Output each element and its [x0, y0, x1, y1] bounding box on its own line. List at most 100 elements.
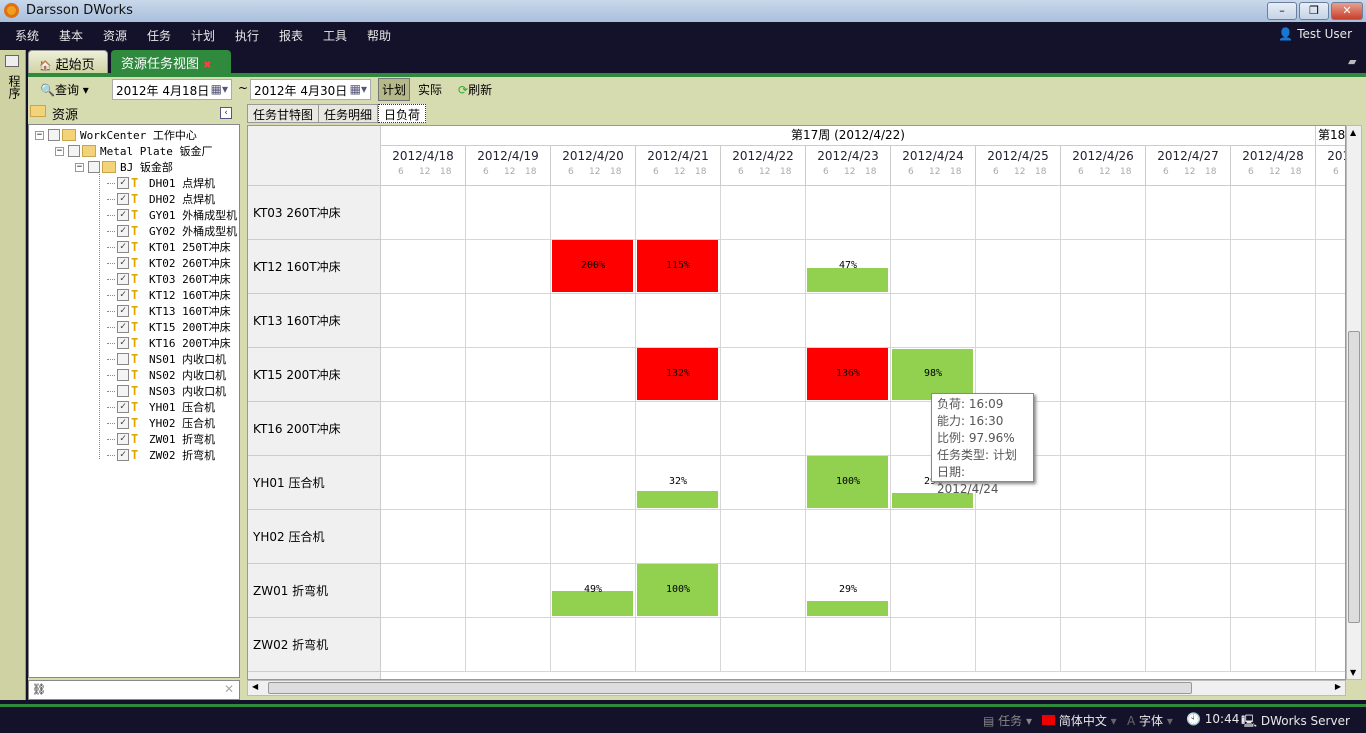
- tree-checkbox[interactable]: ✓: [117, 241, 129, 253]
- load-bar[interactable]: [807, 456, 888, 508]
- start-date-picker[interactable]: 2012年 4月18日 ▦▾: [112, 79, 232, 100]
- tree-node[interactable]: ✓ T GY01 外桶成型机: [107, 207, 237, 223]
- load-bar[interactable]: [552, 590, 633, 616]
- load-cell[interactable]: [1316, 240, 1345, 294]
- font-selector[interactable]: A 字体 ▾: [1127, 714, 1173, 728]
- horizontal-scroll-thumb[interactable]: [268, 682, 1192, 694]
- load-bar[interactable]: [892, 349, 973, 400]
- scroll-down-icon[interactable]: ▼: [1350, 668, 1357, 677]
- load-cell[interactable]: [636, 402, 721, 456]
- subtab-daily-load[interactable]: 日负荷: [378, 104, 427, 123]
- tree-node[interactable]: ✓ T ZW01 折弯机: [107, 431, 215, 447]
- load-cell[interactable]: [806, 618, 891, 672]
- load-cell[interactable]: [976, 240, 1061, 294]
- load-cell[interactable]: [721, 348, 806, 402]
- load-cell[interactable]: [466, 618, 551, 672]
- load-cell[interactable]: [551, 186, 636, 240]
- tree-checkbox[interactable]: ✓: [117, 337, 129, 349]
- tree-node[interactable]: T NS02 内收口机: [107, 367, 226, 383]
- load-cell[interactable]: [381, 510, 466, 564]
- menu-item[interactable]: 帮助: [367, 29, 392, 43]
- calendar-dropdown-icon[interactable]: ▦▾: [349, 82, 367, 96]
- menu-item[interactable]: 基本: [59, 29, 84, 43]
- load-cell[interactable]: [636, 510, 721, 564]
- scroll-right-icon[interactable]: ▶: [1334, 682, 1341, 691]
- tree-checkbox[interactable]: ✓: [117, 273, 129, 285]
- collapse-icon[interactable]: −: [55, 145, 64, 156]
- tree-node[interactable]: ✓ T KT03 260T冲床: [107, 271, 231, 287]
- load-cell[interactable]: 98%: [891, 348, 976, 402]
- load-cell[interactable]: [721, 294, 806, 348]
- close-button[interactable]: ✕: [1331, 2, 1363, 20]
- load-cell[interactable]: [1146, 456, 1231, 510]
- load-cell[interactable]: [1146, 186, 1231, 240]
- menu-item[interactable]: 资源: [103, 29, 128, 43]
- program-sidebar[interactable]: 程序: [0, 50, 26, 700]
- load-cell[interactable]: 100%: [806, 456, 891, 510]
- load-cell[interactable]: [1231, 564, 1316, 618]
- load-cell[interactable]: [891, 186, 976, 240]
- load-cell[interactable]: 47%: [806, 240, 891, 294]
- load-bar[interactable]: [807, 348, 888, 400]
- tree-checkbox[interactable]: [117, 353, 129, 365]
- load-cell[interactable]: [1231, 294, 1316, 348]
- load-cell[interactable]: [891, 564, 976, 618]
- tree-checkbox[interactable]: [48, 129, 60, 141]
- load-cell[interactable]: [976, 294, 1061, 348]
- load-cell[interactable]: [466, 240, 551, 294]
- load-cell[interactable]: [976, 564, 1061, 618]
- load-cell[interactable]: [381, 186, 466, 240]
- load-cell[interactable]: [891, 240, 976, 294]
- load-bar[interactable]: [892, 492, 973, 508]
- load-cell[interactable]: 132%: [636, 348, 721, 402]
- tree-node[interactable]: T NS03 内收口机: [107, 383, 226, 399]
- load-cell[interactable]: [381, 402, 466, 456]
- menu-item[interactable]: 工具: [323, 29, 348, 43]
- menu-item[interactable]: 系统: [15, 29, 40, 43]
- load-cell[interactable]: [466, 186, 551, 240]
- vertical-scrollbar[interactable]: ▲ ▼: [1346, 125, 1362, 680]
- collapse-icon[interactable]: −: [35, 129, 44, 140]
- load-cell[interactable]: [466, 456, 551, 510]
- clear-search-icon[interactable]: ✕: [223, 682, 234, 696]
- tree-checkbox[interactable]: [117, 369, 129, 381]
- tab-close-icon[interactable]: ✖: [203, 60, 212, 71]
- collapse-panel-button[interactable]: ‹: [220, 107, 232, 119]
- tree-checkbox[interactable]: ✓: [117, 321, 129, 333]
- calendar-dropdown-icon[interactable]: ▦▾: [210, 82, 228, 96]
- maximize-button[interactable]: ❐: [1299, 2, 1329, 20]
- tree-node[interactable]: ✓ T GY02 外桶成型机: [107, 223, 237, 239]
- load-cell[interactable]: [636, 186, 721, 240]
- tasks-status[interactable]: ▤ 任务 ▾: [983, 714, 1033, 728]
- load-cell[interactable]: [381, 240, 466, 294]
- load-cell[interactable]: [466, 564, 551, 618]
- load-cell[interactable]: [721, 564, 806, 618]
- load-cell[interactable]: [381, 456, 466, 510]
- load-cell[interactable]: [1061, 294, 1146, 348]
- load-cell[interactable]: [721, 240, 806, 294]
- menu-item[interactable]: 任务: [147, 29, 172, 43]
- load-bar[interactable]: [807, 267, 888, 292]
- tree-node[interactable]: ✓ T KT02 260T冲床: [107, 255, 231, 271]
- load-cell[interactable]: [1231, 618, 1316, 672]
- load-cell[interactable]: 32%: [636, 456, 721, 510]
- tree-checkbox[interactable]: ✓: [117, 193, 129, 205]
- load-cell[interactable]: [1231, 348, 1316, 402]
- tree-node[interactable]: ✓ T KT01 250T冲床: [107, 239, 231, 255]
- load-cell[interactable]: [1061, 456, 1146, 510]
- load-cell[interactable]: [891, 618, 976, 672]
- subtab-gantt[interactable]: 任务甘特图: [247, 104, 320, 123]
- load-cell[interactable]: [551, 294, 636, 348]
- load-cell[interactable]: [721, 456, 806, 510]
- load-cell[interactable]: [1061, 564, 1146, 618]
- load-cell[interactable]: [806, 294, 891, 348]
- load-cell[interactable]: 29%: [806, 564, 891, 618]
- load-cell[interactable]: [976, 456, 1061, 510]
- subtab-task-detail[interactable]: 任务明细: [318, 104, 379, 123]
- server-status[interactable]: 🖳 DWorks Server: [1241, 712, 1350, 733]
- load-cell[interactable]: [466, 294, 551, 348]
- refresh-button[interactable]: ⟳刷新: [458, 81, 492, 98]
- vertical-scroll-thumb[interactable]: [1348, 331, 1360, 623]
- load-cell[interactable]: [721, 186, 806, 240]
- load-cell[interactable]: 200%: [551, 240, 636, 294]
